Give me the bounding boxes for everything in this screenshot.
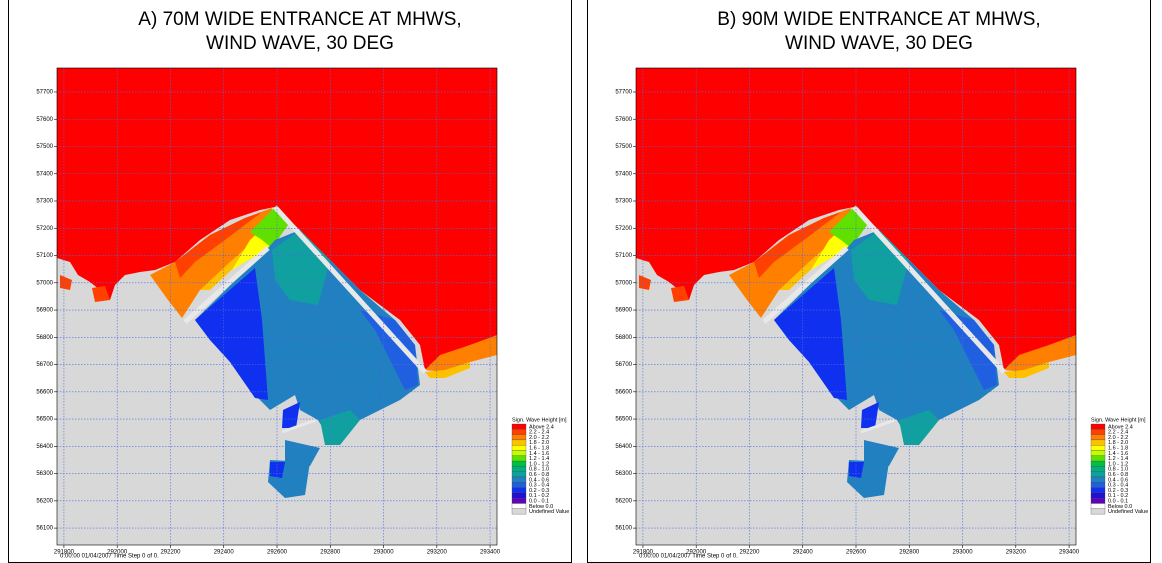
map-panel: A) 70M WIDE ENTRANCE AT MHWS, WIND WAVE, … [9, 0, 572, 563]
legend-swatch [512, 440, 526, 445]
legend-swatch [512, 445, 526, 450]
y-tick-label: 57400 [36, 171, 53, 177]
timestamp: 0:00:00 01/04/2007 Time Step 0 of 0. [60, 554, 159, 560]
legend-swatch [512, 429, 526, 434]
y-tick-label: 57100 [615, 253, 632, 259]
x-tick-label: 292600 [267, 550, 288, 556]
y-tick-label: 57200 [36, 226, 53, 232]
y-tick-label: 57500 [615, 144, 632, 150]
y-tick-label: 56900 [36, 308, 53, 314]
y-tick-label: 56800 [615, 335, 632, 341]
legend-swatch [1091, 451, 1105, 456]
legend-swatch [1091, 440, 1105, 445]
x-tick-label: 293000 [374, 550, 395, 556]
x-tick-label: 293400 [1059, 550, 1080, 556]
y-tick-label: 57000 [615, 280, 632, 286]
legend-swatch [512, 435, 526, 440]
legend-swatch [1091, 466, 1105, 471]
y-tick-label: 56500 [615, 417, 632, 423]
legend-label: Undefined Value [529, 509, 569, 515]
legend-swatch [512, 477, 526, 482]
y-tick-label: 56700 [36, 362, 53, 368]
legend-label: Undefined Value [1108, 509, 1148, 515]
timestamp: 0:00:00 01/04/2007 Time Step 0 of 0. [639, 554, 738, 560]
y-tick-label: 56200 [36, 498, 53, 504]
legend-swatch [512, 482, 526, 487]
x-tick-label: 292400 [793, 550, 814, 556]
figure: A) 70M WIDE ENTRANCE AT MHWS, WIND WAVE, … [0, 0, 1162, 563]
y-tick-label: 56600 [615, 389, 632, 395]
legend-title: Sign. Wave Height [m] [1091, 417, 1146, 423]
legend-swatch [1091, 498, 1105, 503]
y-tick-label: 56400 [615, 444, 632, 450]
x-tick-label: 293400 [480, 550, 501, 556]
y-tick-label: 57200 [615, 226, 632, 232]
legend-swatch [1091, 424, 1105, 429]
y-tick-label: 57700 [615, 90, 632, 96]
legend-swatch [512, 493, 526, 498]
panel-title: B) 90M WIDE ENTRANCE AT MHWS, [717, 9, 1040, 30]
x-tick-label: 292200 [160, 550, 181, 556]
y-tick-label: 56200 [615, 498, 632, 504]
y-tick-label: 57600 [36, 117, 53, 123]
legend-swatch [512, 456, 526, 461]
legend-swatch [512, 509, 526, 514]
x-tick-label: 292800 [320, 550, 341, 556]
x-tick-label: 292200 [739, 550, 760, 556]
legend-swatch [512, 424, 526, 429]
y-tick-label: 56400 [36, 444, 53, 450]
legend-swatch [1091, 461, 1105, 466]
legend-swatch [512, 504, 526, 509]
legend-swatch [1091, 504, 1105, 509]
x-tick-label: 292600 [846, 550, 867, 556]
y-tick-label: 57400 [615, 171, 632, 177]
legend: Sign. Wave Height [m]Above 2.42.2 - 2.42… [1091, 417, 1148, 515]
y-tick-label: 57500 [36, 144, 53, 150]
legend-swatch [512, 472, 526, 477]
legend-swatch [512, 488, 526, 493]
legend-swatch [1091, 472, 1105, 477]
legend-swatch [1091, 477, 1105, 482]
x-tick-label: 293200 [427, 550, 448, 556]
legend-swatch [512, 498, 526, 503]
legend-swatch [1091, 435, 1105, 440]
legend-swatch [1091, 509, 1105, 514]
y-tick-label: 57000 [36, 280, 53, 286]
legend-swatch [512, 451, 526, 456]
y-tick-label: 56700 [615, 362, 632, 368]
y-tick-label: 57300 [36, 199, 53, 205]
panel-title: WIND WAVE, 30 DEG [206, 33, 394, 54]
map-panel: B) 90M WIDE ENTRANCE AT MHWS, WIND WAVE, … [588, 0, 1151, 563]
legend: Sign. Wave Height [m]Above 2.42.2 - 2.42… [512, 417, 569, 515]
y-tick-label: 56300 [36, 471, 53, 477]
x-tick-label: 293000 [953, 550, 974, 556]
x-tick-label: 292800 [899, 550, 920, 556]
y-tick-label: 57100 [36, 253, 53, 259]
y-tick-label: 57700 [36, 90, 53, 96]
legend-swatch [512, 461, 526, 466]
y-tick-label: 56800 [36, 335, 53, 341]
y-tick-label: 56900 [615, 308, 632, 314]
legend-swatch [1091, 429, 1105, 434]
y-tick-label: 57600 [615, 117, 632, 123]
y-tick-label: 56600 [36, 389, 53, 395]
legend-swatch [1091, 488, 1105, 493]
legend-swatch [1091, 493, 1105, 498]
legend-swatch [1091, 482, 1105, 487]
legend-swatch [512, 466, 526, 471]
y-tick-label: 56100 [36, 526, 53, 532]
y-tick-label: 56300 [615, 471, 632, 477]
legend-swatch [1091, 445, 1105, 450]
legend-swatch [1091, 456, 1105, 461]
panel-title: A) 70M WIDE ENTRANCE AT MHWS, [138, 9, 461, 30]
x-tick-label: 292400 [214, 550, 235, 556]
y-tick-label: 56100 [615, 526, 632, 532]
x-tick-label: 293200 [1006, 550, 1027, 556]
y-tick-label: 57300 [615, 199, 632, 205]
y-tick-label: 56500 [36, 417, 53, 423]
panel-title: WIND WAVE, 30 DEG [785, 33, 973, 54]
legend-title: Sign. Wave Height [m] [512, 417, 567, 423]
